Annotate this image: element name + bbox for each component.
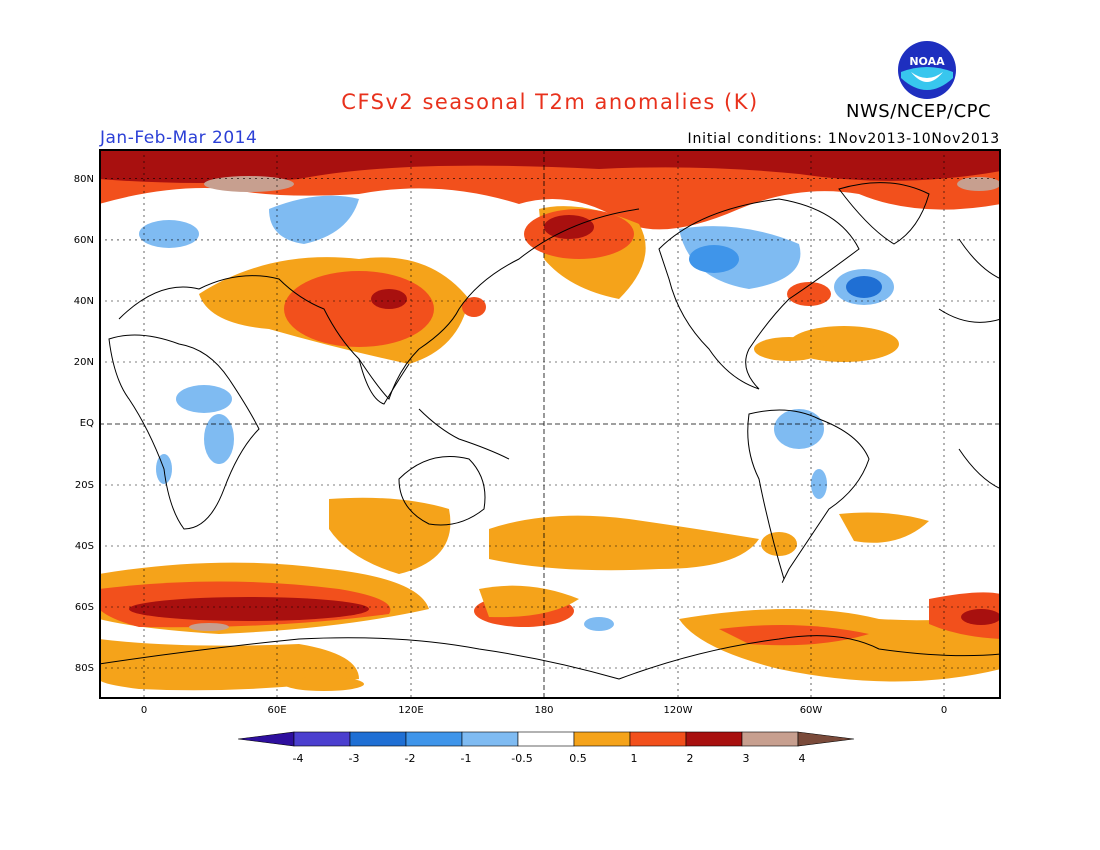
lat-label: 20N <box>73 357 94 368</box>
colorbar-label: 3 <box>742 752 750 765</box>
colorbar-label: 1 <box>630 752 638 765</box>
lon-label: 0 <box>940 705 948 716</box>
colorbar-swatch <box>573 731 631 747</box>
colorbar-swatch <box>238 731 295 747</box>
colorbar-swatch <box>629 731 687 747</box>
colorbar-swatch <box>405 731 463 747</box>
svg-text:NOAA: NOAA <box>909 55 945 68</box>
colorbar-swatch <box>797 731 855 747</box>
lat-label: 60S <box>74 602 94 613</box>
lon-label: 120W <box>663 705 693 716</box>
colorbar-label: 2 <box>686 752 694 765</box>
agency-label: NWS/NCEP/CPC <box>846 101 992 122</box>
colorbar-swatch <box>349 731 407 747</box>
colorbar <box>238 731 855 747</box>
lat-label: EQ <box>79 418 94 429</box>
colorbar-label: 0.5 <box>569 752 587 765</box>
grid <box>99 149 1001 699</box>
lon-label: 0 <box>140 705 148 716</box>
lon-label: 60E <box>267 705 287 716</box>
anomaly-map <box>99 149 1001 699</box>
initial-conditions-label: Initial conditions: 1Nov2013-10Nov2013 <box>687 131 1000 147</box>
colorbar-label: -2 <box>404 752 416 765</box>
colorbar-label: -1 <box>460 752 472 765</box>
colorbar-swatch <box>461 731 519 747</box>
lat-label: 40N <box>73 296 94 307</box>
lon-label: 60W <box>799 705 823 716</box>
lat-label: 20S <box>74 480 94 491</box>
colorbar-label: -0.5 <box>511 752 533 765</box>
anomaly-fields <box>99 149 1001 691</box>
lat-label: 80S <box>74 663 94 674</box>
reference-lines <box>99 149 1001 699</box>
colorbar-label: 4 <box>798 752 806 765</box>
colorbar-swatch <box>741 731 799 747</box>
lon-label: 180 <box>534 705 554 716</box>
coastlines <box>99 182 1001 680</box>
lat-label: 60N <box>73 235 94 246</box>
chart-title: CFSv2 seasonal T2m anomalies (K) <box>341 90 759 114</box>
noaa-logo: NOAA <box>898 41 956 99</box>
colorbar-swatch <box>685 731 743 747</box>
colorbar-label: -4 <box>292 752 304 765</box>
colorbar-swatch <box>293 731 351 747</box>
lat-label: 80N <box>73 174 94 185</box>
colorbar-label: -3 <box>348 752 360 765</box>
lat-label: 40S <box>74 541 94 552</box>
colorbar-swatches <box>238 731 855 747</box>
lon-label: 120E <box>398 705 424 716</box>
colorbar-swatch <box>517 731 575 747</box>
period-label: Jan-Feb-Mar 2014 <box>100 128 258 148</box>
